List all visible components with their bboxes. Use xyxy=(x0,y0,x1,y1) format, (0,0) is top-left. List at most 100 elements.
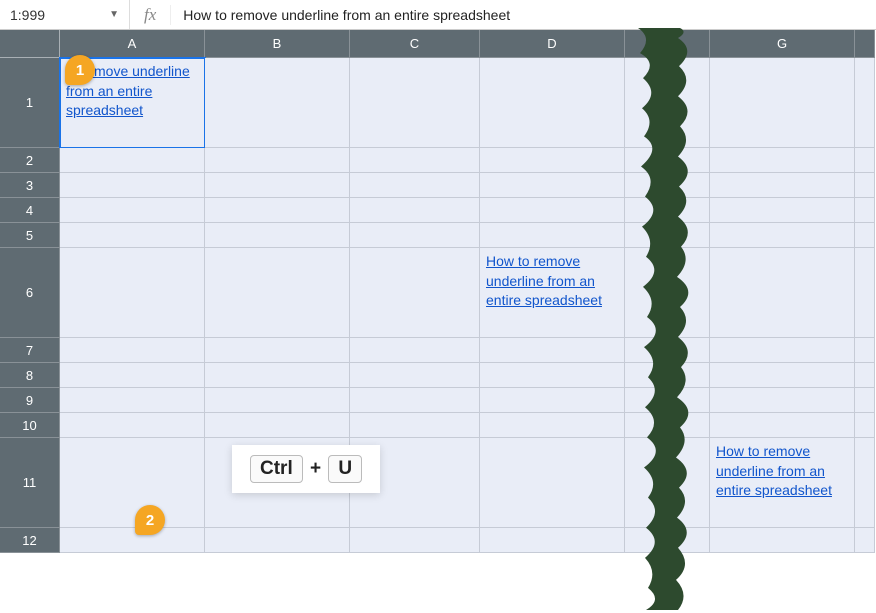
cell-A-12[interactable] xyxy=(60,528,205,553)
cell-G-11[interactable]: How to remove underline from an entire s… xyxy=(710,438,855,528)
cell-6-5[interactable] xyxy=(855,223,875,248)
cell-6-4[interactable] xyxy=(855,198,875,223)
cell-6-3[interactable] xyxy=(855,173,875,198)
cell-D-12[interactable] xyxy=(480,528,625,553)
cell-B-10[interactable] xyxy=(205,413,350,438)
cell-C-8[interactable] xyxy=(350,363,480,388)
row-header-1[interactable]: 1 xyxy=(0,58,60,148)
cell-D-3[interactable] xyxy=(480,173,625,198)
cell-C-1[interactable] xyxy=(350,58,480,148)
cell-A-9[interactable] xyxy=(60,388,205,413)
cell-G-12[interactable] xyxy=(710,528,855,553)
cell-D-4[interactable] xyxy=(480,198,625,223)
row-header-5[interactable]: 5 xyxy=(0,223,60,248)
cell-A-5[interactable] xyxy=(60,223,205,248)
cell-6-10[interactable] xyxy=(855,413,875,438)
cell-C-2[interactable] xyxy=(350,148,480,173)
formula-input[interactable]: How to remove underline from an entire s… xyxy=(171,7,876,23)
cell-4-6[interactable] xyxy=(625,248,710,338)
row-header-4[interactable]: 4 xyxy=(0,198,60,223)
cell-D-8[interactable] xyxy=(480,363,625,388)
cell-B-7[interactable] xyxy=(205,338,350,363)
cell-A-7[interactable] xyxy=(60,338,205,363)
cell-4-12[interactable] xyxy=(625,528,710,553)
cell-B-8[interactable] xyxy=(205,363,350,388)
cell-6-1[interactable] xyxy=(855,58,875,148)
cell-D-7[interactable] xyxy=(480,338,625,363)
cell-G-5[interactable] xyxy=(710,223,855,248)
cell-6-12[interactable] xyxy=(855,528,875,553)
cell-4-11[interactable] xyxy=(625,438,710,528)
cell-D-2[interactable] xyxy=(480,148,625,173)
cell-G-3[interactable] xyxy=(710,173,855,198)
cell-A-4[interactable] xyxy=(60,198,205,223)
cell-4-7[interactable] xyxy=(625,338,710,363)
cell-4-8[interactable] xyxy=(625,363,710,388)
cell-A-6[interactable] xyxy=(60,248,205,338)
cell-4-9[interactable] xyxy=(625,388,710,413)
cell-A-11[interactable] xyxy=(60,438,205,528)
cell-D-10[interactable] xyxy=(480,413,625,438)
cell-C-9[interactable] xyxy=(350,388,480,413)
cell-4-2[interactable] xyxy=(625,148,710,173)
cell-B-4[interactable] xyxy=(205,198,350,223)
cell-B-5[interactable] xyxy=(205,223,350,248)
cell-C-4[interactable] xyxy=(350,198,480,223)
cell-G-6[interactable] xyxy=(710,248,855,338)
cell-4-3[interactable] xyxy=(625,173,710,198)
cell-D-11[interactable] xyxy=(480,438,625,528)
cell-A-8[interactable] xyxy=(60,363,205,388)
cell-D-6[interactable]: How to remove underline from an entire s… xyxy=(480,248,625,338)
cell-G-9[interactable] xyxy=(710,388,855,413)
cell-6-7[interactable] xyxy=(855,338,875,363)
cell-4-4[interactable] xyxy=(625,198,710,223)
cell-A-10[interactable] xyxy=(60,413,205,438)
row-header-6[interactable]: 6 xyxy=(0,248,60,338)
cell-B-2[interactable] xyxy=(205,148,350,173)
chevron-down-icon[interactable]: ▼ xyxy=(109,9,119,20)
select-all-corner[interactable] xyxy=(0,30,60,58)
cell-6-2[interactable] xyxy=(855,148,875,173)
row-header-3[interactable]: 3 xyxy=(0,173,60,198)
cell-D-5[interactable] xyxy=(480,223,625,248)
col-header-4[interactable] xyxy=(625,30,710,58)
spreadsheet-grid[interactable]: ABCDG 1to remove underline from an entir… xyxy=(0,30,876,553)
row-header-10[interactable]: 10 xyxy=(0,413,60,438)
cell-G-10[interactable] xyxy=(710,413,855,438)
cell-A-2[interactable] xyxy=(60,148,205,173)
row-header-12[interactable]: 12 xyxy=(0,528,60,553)
cell-4-10[interactable] xyxy=(625,413,710,438)
row-header-11[interactable]: 11 xyxy=(0,438,60,528)
cell-B-3[interactable] xyxy=(205,173,350,198)
cell-4-1[interactable] xyxy=(625,58,710,148)
row-header-2[interactable]: 2 xyxy=(0,148,60,173)
col-header-G[interactable]: G xyxy=(710,30,855,58)
cell-D-9[interactable] xyxy=(480,388,625,413)
cell-C-10[interactable] xyxy=(350,413,480,438)
cell-6-8[interactable] xyxy=(855,363,875,388)
cell-G-1[interactable] xyxy=(710,58,855,148)
row-header-8[interactable]: 8 xyxy=(0,363,60,388)
cell-B-6[interactable] xyxy=(205,248,350,338)
cell-6-11[interactable] xyxy=(855,438,875,528)
cell-A-3[interactable] xyxy=(60,173,205,198)
cell-B-12[interactable] xyxy=(205,528,350,553)
cell-C-6[interactable] xyxy=(350,248,480,338)
cell-G-4[interactable] xyxy=(710,198,855,223)
name-box[interactable]: 1:999 ▼ xyxy=(0,0,130,29)
col-header-C[interactable]: C xyxy=(350,30,480,58)
col-header-B[interactable]: B xyxy=(205,30,350,58)
cell-6-9[interactable] xyxy=(855,388,875,413)
cell-6-6[interactable] xyxy=(855,248,875,338)
col-header-6[interactable] xyxy=(855,30,875,58)
cell-G-2[interactable] xyxy=(710,148,855,173)
cell-C-5[interactable] xyxy=(350,223,480,248)
cell-D-1[interactable] xyxy=(480,58,625,148)
cell-B-1[interactable] xyxy=(205,58,350,148)
row-header-9[interactable]: 9 xyxy=(0,388,60,413)
col-header-A[interactable]: A xyxy=(60,30,205,58)
cell-G-7[interactable] xyxy=(710,338,855,363)
col-header-D[interactable]: D xyxy=(480,30,625,58)
cell-G-8[interactable] xyxy=(710,363,855,388)
cell-C-3[interactable] xyxy=(350,173,480,198)
